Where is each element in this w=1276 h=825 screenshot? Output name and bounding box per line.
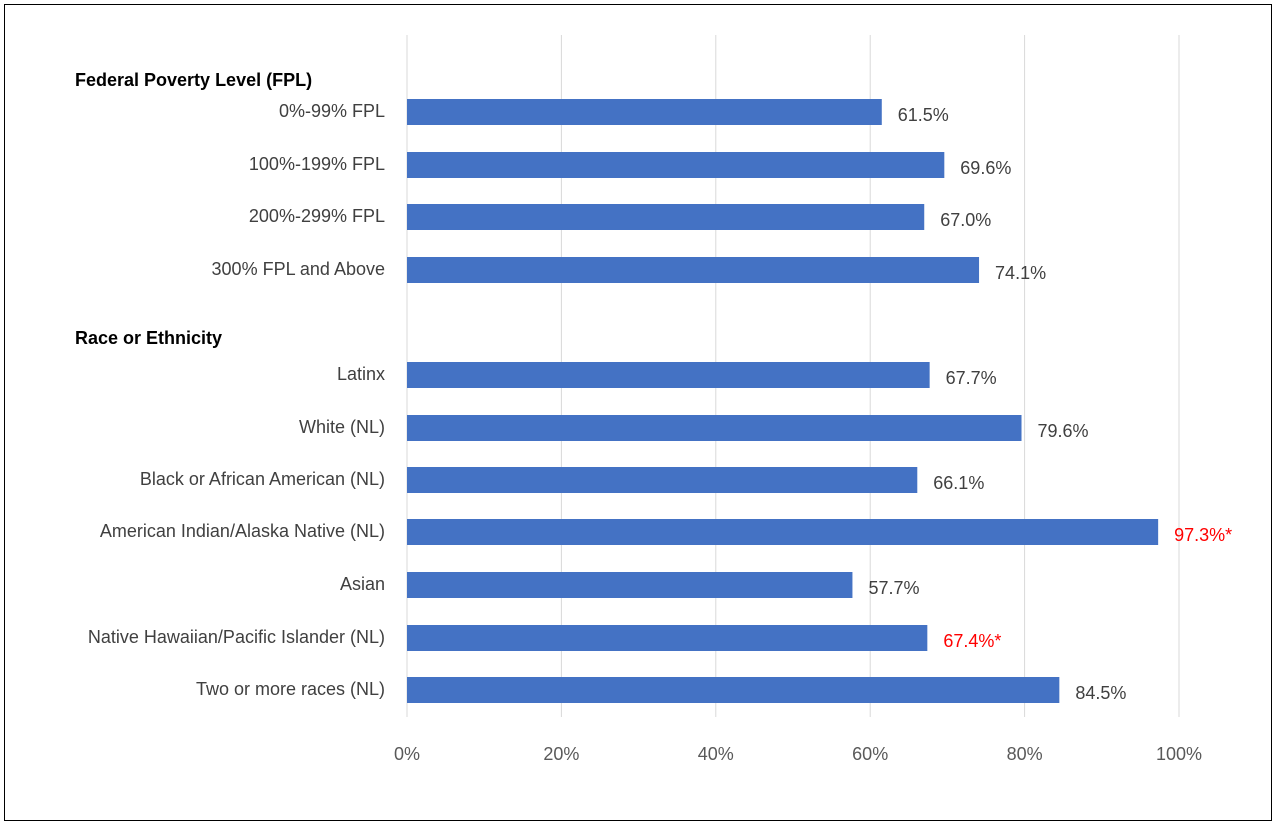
bar [407, 572, 853, 598]
category-label: 300% FPL and Above [212, 259, 385, 279]
x-tick-label: 100% [1156, 744, 1202, 764]
data-label: 74.1% [995, 263, 1046, 283]
category-label: 200%-299% FPL [249, 206, 385, 226]
group-label: Race or Ethnicity [75, 328, 222, 348]
category-label: Asian [340, 574, 385, 594]
bar [407, 625, 928, 651]
data-label: 57.7% [868, 578, 919, 598]
category-label: American Indian/Alaska Native (NL) [100, 521, 385, 541]
data-label: 69.6% [960, 158, 1011, 178]
bar [407, 99, 882, 125]
data-label: 84.5% [1075, 683, 1126, 703]
x-tick-label: 60% [852, 744, 888, 764]
group-label: Federal Poverty Level (FPL) [75, 70, 312, 90]
bar [407, 467, 918, 493]
data-label: 66.1% [933, 473, 984, 493]
bar [407, 257, 980, 283]
bar [407, 677, 1060, 703]
data-label: 79.6% [1038, 421, 1089, 441]
category-label: Native Hawaiian/Pacific Islander (NL) [88, 627, 385, 647]
bar [407, 152, 945, 178]
category-label: 0%-99% FPL [279, 101, 385, 121]
chart-frame [4, 4, 1272, 821]
category-label: White (NL) [299, 417, 385, 437]
data-label: 67.7% [946, 368, 997, 388]
x-tick-label: 40% [698, 744, 734, 764]
x-tick-label: 20% [543, 744, 579, 764]
x-tick-label: 0% [394, 744, 420, 764]
data-label: 67.4%* [943, 631, 1001, 651]
bar [407, 362, 930, 388]
category-label: Black or African American (NL) [140, 469, 385, 489]
category-label: 100%-199% FPL [249, 154, 385, 174]
category-label: Latinx [337, 364, 385, 384]
category-label: Two or more races (NL) [196, 679, 385, 699]
data-label: 97.3%* [1174, 525, 1232, 545]
data-label: 67.0% [940, 210, 991, 230]
bar [407, 519, 1159, 545]
bar [407, 204, 925, 230]
bar [407, 415, 1022, 441]
x-tick-label: 80% [1007, 744, 1043, 764]
data-label: 61.5% [898, 105, 949, 125]
